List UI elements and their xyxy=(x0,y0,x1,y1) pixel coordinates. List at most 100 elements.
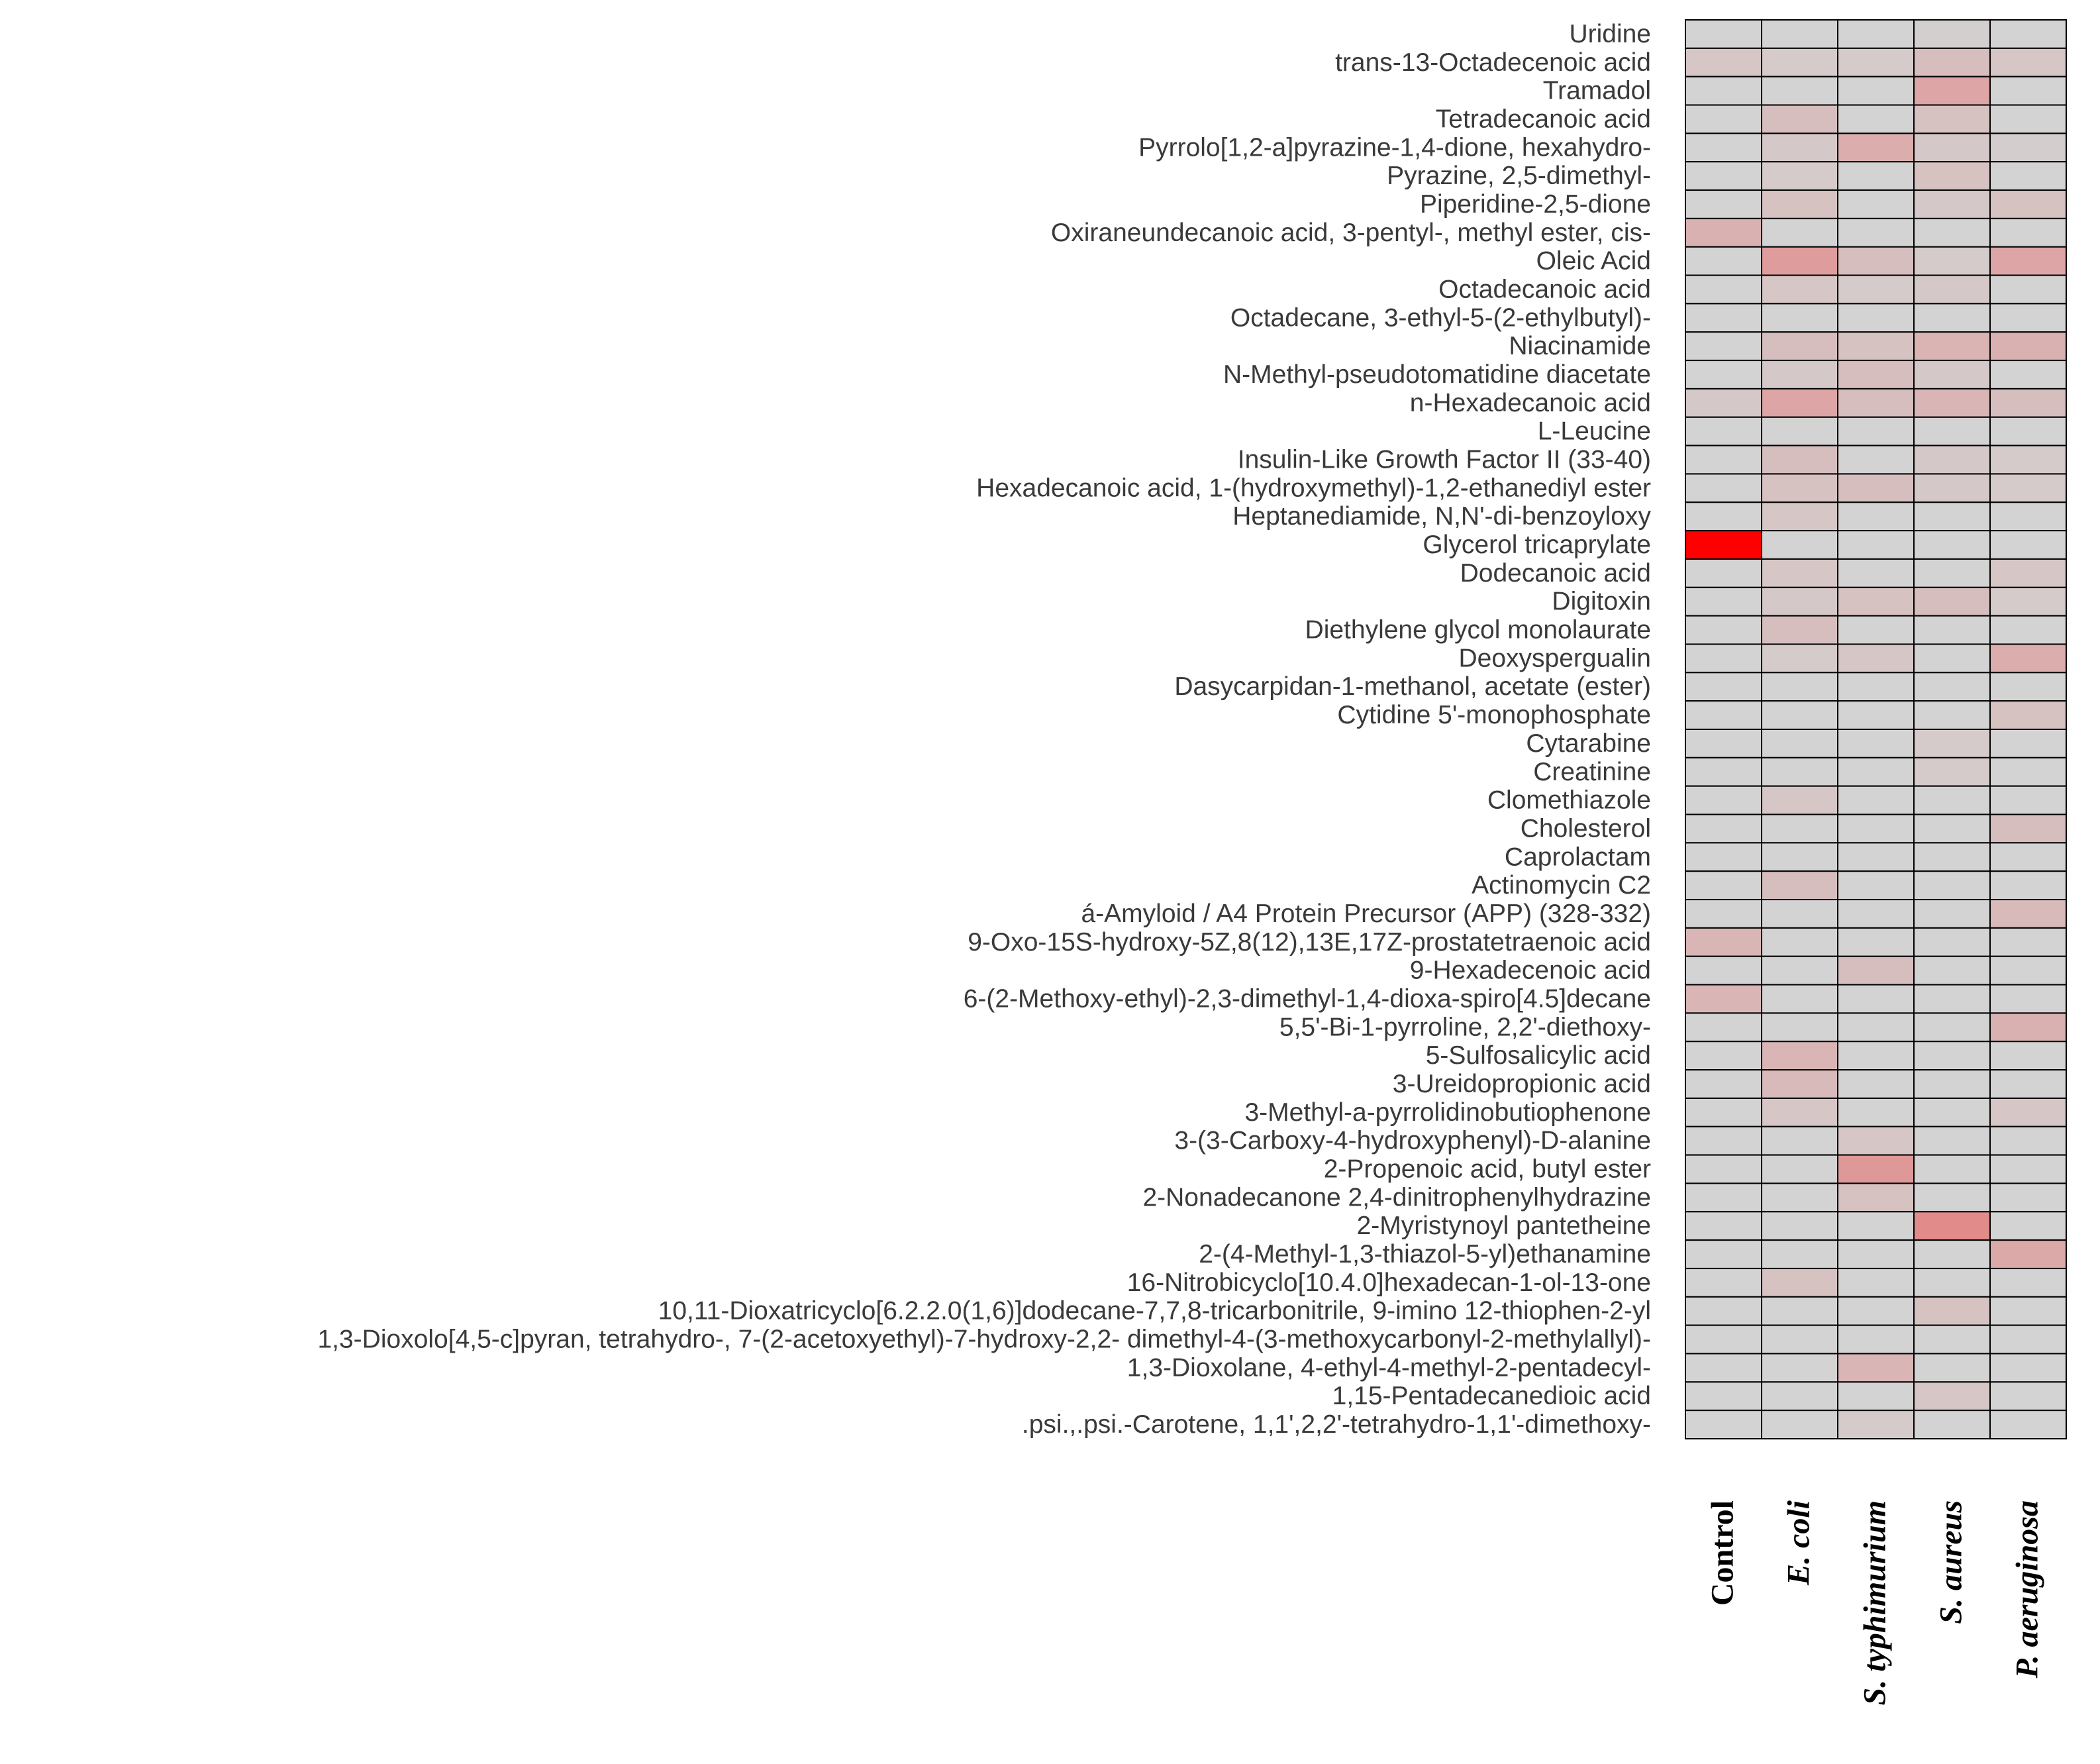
heatmap-cell xyxy=(1989,501,2067,532)
row-label: Insulin-Like Growth Factor II (33-40) xyxy=(1238,446,1651,474)
heatmap-cell xyxy=(1989,132,2067,163)
heatmap-cell xyxy=(1685,1154,1762,1184)
heatmap-cell xyxy=(1685,1069,1762,1099)
heatmap-cell xyxy=(1989,1211,2067,1241)
heatmap-cell xyxy=(1837,331,1915,362)
heatmap-cell xyxy=(1913,47,1991,78)
row-label: Dodecanoic acid xyxy=(1460,559,1651,588)
heatmap-cell xyxy=(1989,870,2067,901)
heatmap-cell xyxy=(1913,1211,1991,1241)
heatmap-cell xyxy=(1989,672,2067,702)
heatmap-cell xyxy=(1761,1239,1838,1269)
heatmap-cell xyxy=(1837,47,1915,78)
heatmap-cell xyxy=(1761,984,1838,1014)
heatmap-cell xyxy=(1989,303,2067,333)
heatmap-cell xyxy=(1837,870,1915,901)
heatmap-cell xyxy=(1837,1125,1915,1156)
heatmap-cell xyxy=(1989,1012,2067,1043)
heatmap-cell xyxy=(1837,189,1915,219)
heatmap-cell xyxy=(1989,700,2067,731)
heatmap-cell xyxy=(1989,785,2067,815)
heatmap-cell xyxy=(1761,842,1838,872)
heatmap-cell xyxy=(1913,927,1991,957)
heatmap-cell xyxy=(1913,388,1991,418)
heatmap-cell xyxy=(1761,246,1838,276)
heatmap-cell xyxy=(1989,615,2067,645)
row-label: Octadecanoic acid xyxy=(1438,275,1651,303)
heatmap-cell xyxy=(1761,615,1838,645)
row-label: Dasycarpidan-1-methanol, acetate (ester) xyxy=(1174,672,1651,701)
heatmap-cell xyxy=(1761,785,1838,815)
heatmap-cell xyxy=(1913,1125,1991,1156)
heatmap-cell xyxy=(1761,19,1838,49)
heatmap-cell xyxy=(1837,984,1915,1014)
heatmap-cell xyxy=(1989,1267,2067,1298)
heatmap-cell xyxy=(1913,501,1991,532)
heatmap-cell xyxy=(1761,870,1838,901)
row-label: Oxiraneundecanoic acid, 3-pentyl-, methy… xyxy=(1051,219,1651,247)
heatmap-cell xyxy=(1837,1069,1915,1099)
heatmap-cell xyxy=(1685,274,1762,305)
heatmap-cell xyxy=(1989,1154,2067,1184)
heatmap-cell xyxy=(1685,161,1762,191)
row-label: Heptanediamide, N,N'-di-benzoyloxy xyxy=(1232,502,1651,531)
heatmap-cell xyxy=(1761,1182,1838,1213)
heatmap-cell xyxy=(1913,1069,1991,1099)
heatmap-cell xyxy=(1837,643,1915,674)
heatmap-cell xyxy=(1989,1097,2067,1127)
heatmap-cell xyxy=(1761,927,1838,957)
heatmap-cell xyxy=(1837,756,1915,787)
heatmap-cell xyxy=(1837,473,1915,503)
heatmap-cell xyxy=(1685,1012,1762,1043)
heatmap-cell xyxy=(1989,1410,2067,1439)
heatmap-cell xyxy=(1989,444,2067,475)
heatmap-cell xyxy=(1913,416,1991,446)
heatmap-cell xyxy=(1913,132,1991,163)
heatmap-cell xyxy=(1685,303,1762,333)
heatmap-cell xyxy=(1837,899,1915,929)
column-label: S. aureus xyxy=(1934,1500,1969,1624)
heatmap-cell xyxy=(1989,331,2067,362)
heatmap-cell xyxy=(1913,444,1991,475)
heatmap-cell xyxy=(1837,388,1915,418)
heatmap-cell xyxy=(1913,303,1991,333)
heatmap-cell xyxy=(1685,1381,1762,1412)
heatmap-cell xyxy=(1685,984,1762,1014)
heatmap-cell xyxy=(1913,1239,1991,1269)
heatmap-cell xyxy=(1913,729,1991,758)
heatmap-cell xyxy=(1761,303,1838,333)
heatmap-cell xyxy=(1837,842,1915,872)
heatmap-cell xyxy=(1913,76,1991,106)
heatmap-cell xyxy=(1837,1211,1915,1241)
heatmap-cell xyxy=(1837,1239,1915,1269)
row-label: 10,11-Dioxatricyclo[6.2.2.0(1,6)]dodecan… xyxy=(658,1297,1651,1325)
row-label: Hexadecanoic acid, 1-(hydroxymethyl)-1,2… xyxy=(976,474,1651,502)
heatmap-cell xyxy=(1837,19,1915,49)
heatmap-cell xyxy=(1685,416,1762,446)
heatmap-cell xyxy=(1989,104,2067,134)
row-label: á-Amyloid / A4 Protein Precursor (APP) (… xyxy=(1081,900,1651,928)
row-label: 2-(4-Methyl-1,3-thiazol-5-yl)ethanamine xyxy=(1199,1240,1651,1269)
heatmap-cell xyxy=(1685,729,1762,758)
heatmap-cell xyxy=(1989,955,2067,986)
heatmap-cell xyxy=(1685,1324,1762,1355)
heatmap-cell xyxy=(1685,19,1762,49)
heatmap-cell xyxy=(1761,1041,1838,1071)
heatmap-cell xyxy=(1685,700,1762,731)
heatmap-cell xyxy=(1685,444,1762,475)
heatmap-cell xyxy=(1989,756,2067,787)
heatmap-cell xyxy=(1913,331,1991,362)
row-label: Pyrazine, 2,5-dimethyl- xyxy=(1387,162,1651,190)
heatmap-cell xyxy=(1913,530,1991,560)
heatmap-cell xyxy=(1913,161,1991,191)
heatmap-cell xyxy=(1685,813,1762,844)
heatmap-cell xyxy=(1761,1267,1838,1298)
heatmap-cell xyxy=(1913,473,1991,503)
heatmap-cell xyxy=(1989,19,2067,49)
heatmap-cell xyxy=(1761,104,1838,134)
heatmap-cell xyxy=(1761,360,1838,389)
heatmap-cell xyxy=(1761,1069,1838,1099)
heatmap-cell xyxy=(1685,1267,1762,1298)
heatmap-cell xyxy=(1989,1069,2067,1099)
heatmap-cell xyxy=(1913,672,1991,702)
